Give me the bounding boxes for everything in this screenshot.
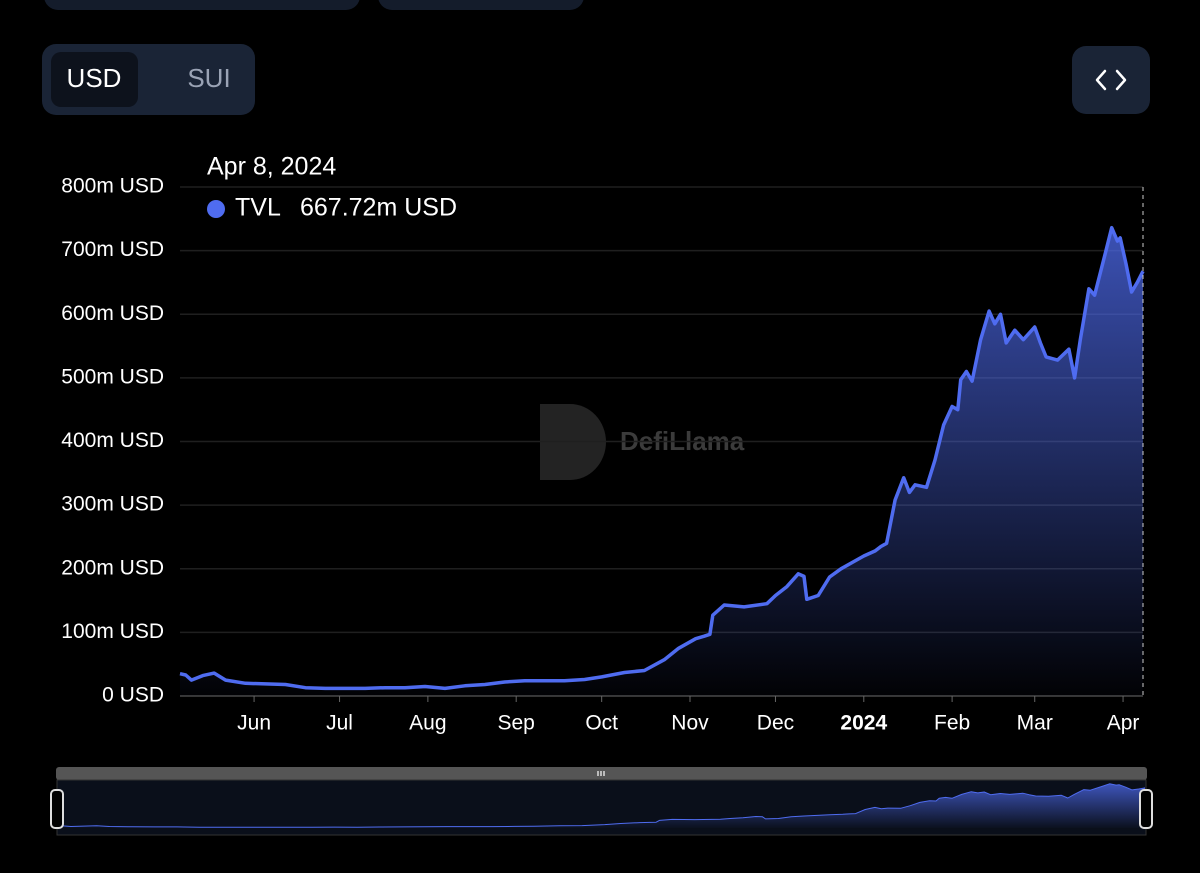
toggle-option[interactable]: SUI: [187, 63, 230, 93]
brush-grip: [597, 771, 605, 776]
x-tick-label: Feb: [934, 712, 970, 735]
embed-icon: [1095, 69, 1127, 91]
toggle-option[interactable]: USD: [67, 63, 122, 93]
brush-handle[interactable]: [1139, 789, 1153, 829]
area: [180, 227, 1143, 696]
y-tick-label: 800m USD: [61, 175, 164, 198]
toggle-selected[interactable]: [51, 52, 138, 107]
y-tick-label: 400m USD: [61, 429, 164, 452]
line: [57, 783, 1146, 828]
x-tick-label: 2024: [840, 712, 887, 735]
y-tick-label: 0 USD: [102, 684, 164, 707]
x-tick-label: Oct: [585, 712, 618, 735]
line: [179, 225, 1145, 691]
y-tick-label: 300m USD: [61, 493, 164, 516]
y-tick-label: 700m USD: [61, 238, 164, 261]
x-tick-label: Apr: [1107, 712, 1140, 735]
x-tick-label: Jun: [237, 712, 271, 735]
x-tick-label: Nov: [671, 712, 709, 735]
chart: 0 USD 100m USD 200m USD 300m USD 400m USD 500…: [61, 175, 1145, 735]
x-tick-label: Aug: [409, 712, 446, 735]
embed-button[interactable]: [1072, 46, 1150, 114]
x-tick-label: Jul: [326, 712, 353, 735]
brush-handle[interactable]: [50, 789, 64, 829]
x-tick-label: Mar: [1017, 712, 1053, 735]
tooltip-value: 667.72m USD: [300, 194, 457, 222]
tooltip-title: Apr 8, 2024: [207, 153, 336, 181]
top-button[interactable]: [44, 0, 360, 10]
tooltip-series: TVL: [235, 194, 281, 222]
y-tick-label: 200m USD: [61, 556, 164, 579]
y-tick-label: 500m USD: [61, 365, 164, 388]
y-tick-label: 600m USD: [61, 302, 164, 325]
y-tick-label: 100m USD: [61, 620, 164, 643]
top-button[interactable]: [378, 0, 584, 10]
area: [58, 783, 1145, 828]
x-tick-label: Dec: [757, 712, 794, 735]
mini-chart: [57, 783, 1146, 828]
tooltip-dot: [207, 200, 225, 218]
x-tick-label: Sep: [498, 712, 535, 735]
